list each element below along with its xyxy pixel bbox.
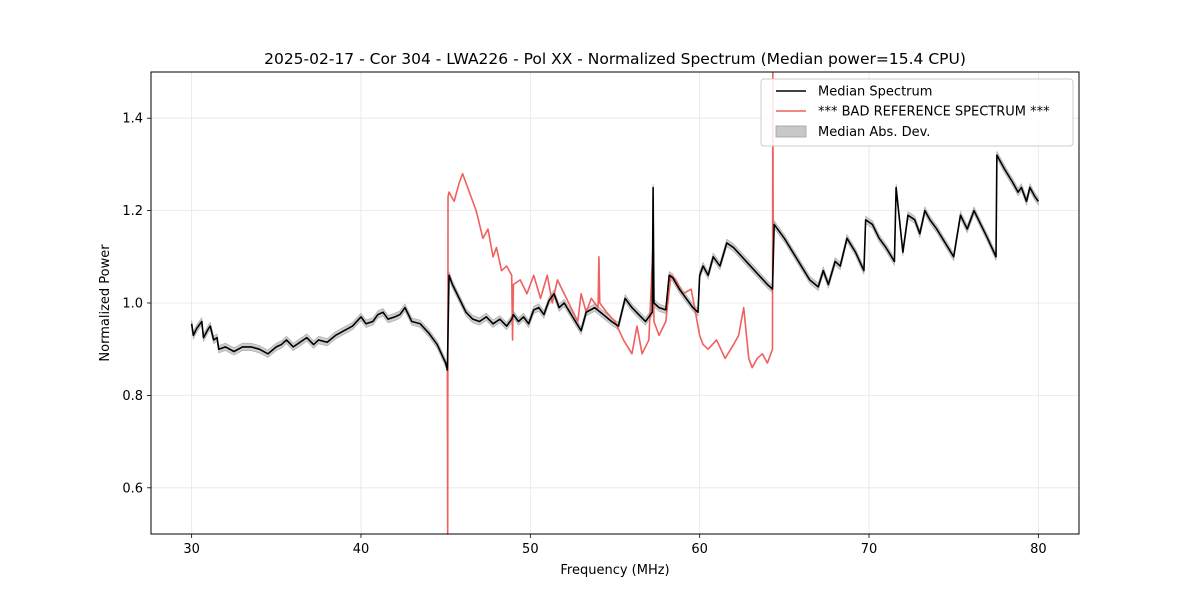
- y-tick-label: 0.6: [122, 481, 143, 496]
- y-axis-label: Normalized Power: [98, 244, 113, 362]
- chart-title: 2025-02-17 - Cor 304 - LWA226 - Pol XX -…: [264, 50, 966, 68]
- legend: Median Spectrum *** BAD REFERENCE SPECTR…: [760, 78, 1074, 147]
- x-tick-label: 50: [522, 542, 539, 557]
- x-tick-label: 80: [1030, 542, 1047, 557]
- legend-median-label: Median Spectrum: [818, 85, 932, 100]
- plot-area: [190, 71, 1040, 535]
- y-tick-label: 1.0: [122, 297, 143, 312]
- y-tick-label: 0.8: [122, 389, 143, 404]
- x-axis-ticks: 30 40 50 60 70 80: [183, 534, 1047, 557]
- x-axis-label: Frequency (MHz): [560, 563, 669, 578]
- y-tick-label: 1.2: [122, 204, 143, 219]
- legend-mad-patch: [775, 125, 807, 138]
- legend-mad-label: Median Abs. Dev.: [818, 125, 930, 140]
- legend-box: [760, 78, 1074, 147]
- y-tick-label: 1.4: [122, 112, 143, 127]
- y-axis-ticks: 0.6 0.8 1.0 1.2 1.4: [122, 112, 151, 496]
- x-tick-label: 40: [353, 542, 370, 557]
- x-tick-label: 70: [861, 542, 878, 557]
- median-spectrum-line: [190, 154, 1040, 371]
- legend-reference-label: *** BAD REFERENCE SPECTRUM ***: [818, 105, 1050, 120]
- reference-spectrum-line: [446, 71, 774, 535]
- x-tick-label: 60: [691, 542, 708, 557]
- x-tick-label: 30: [183, 542, 200, 557]
- mad-band: [191, 150, 1039, 374]
